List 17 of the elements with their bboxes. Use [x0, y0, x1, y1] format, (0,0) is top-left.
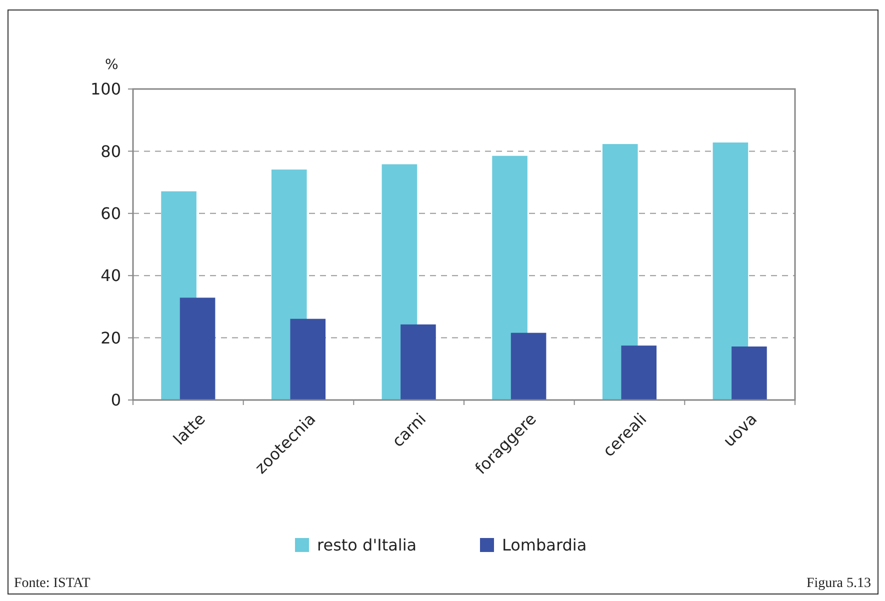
bar [732, 346, 767, 400]
legend-label: Lombardia [502, 536, 587, 555]
bar [180, 298, 216, 400]
y-tick-label: 20 [100, 328, 121, 348]
legend-label: resto d'Italia [317, 536, 417, 555]
bar [510, 332, 546, 400]
bar [400, 324, 436, 400]
bar [621, 346, 657, 400]
y-tick-label: 60 [100, 204, 121, 223]
y-tick-label: 80 [100, 142, 121, 161]
y-tick-label: 100 [90, 80, 121, 99]
text: Figura 5.13 [806, 576, 871, 591]
bar [290, 318, 326, 400]
y-tick-label: 0 [110, 390, 121, 410]
y-axis-title: % [105, 57, 118, 73]
source-note: Fonte: ISTAT [14, 576, 91, 591]
y-tick-label: 40 [100, 266, 121, 286]
